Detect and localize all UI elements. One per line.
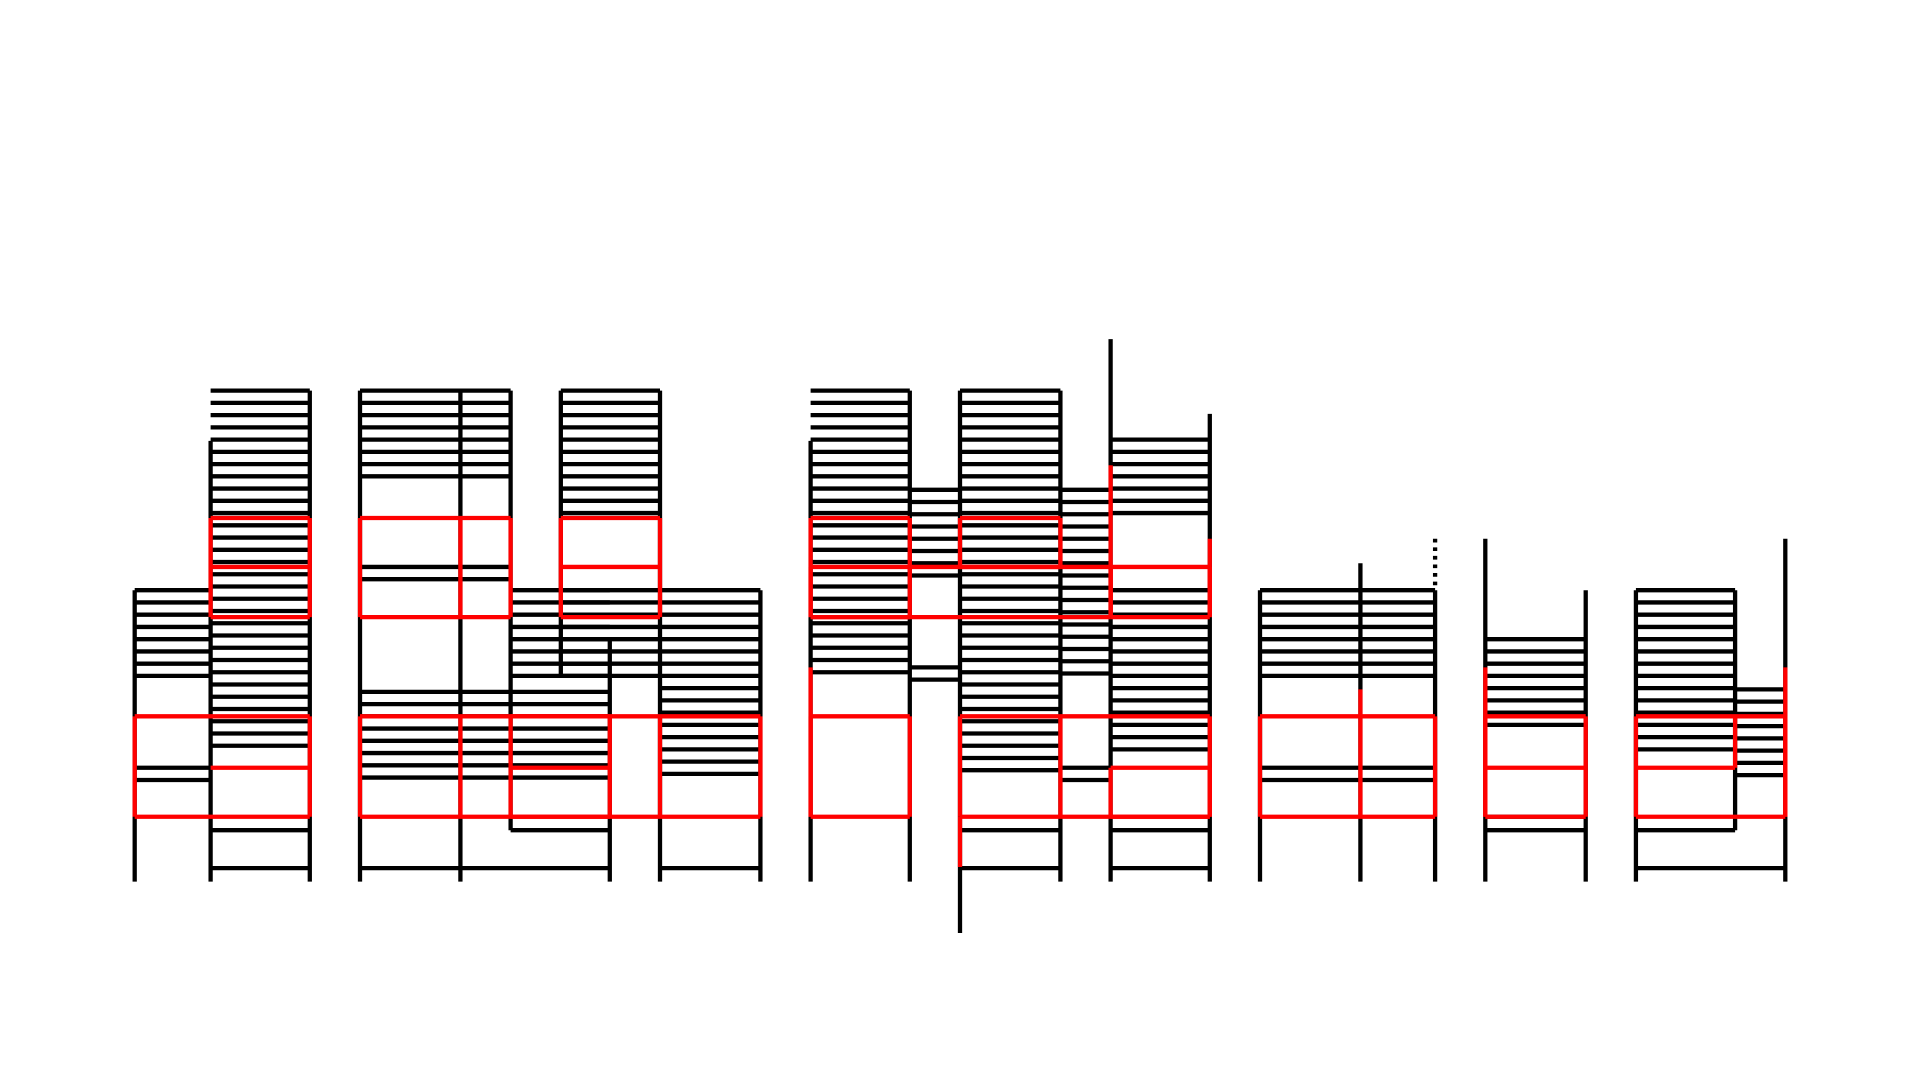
red-highlight-layer [132, 465, 1788, 867]
